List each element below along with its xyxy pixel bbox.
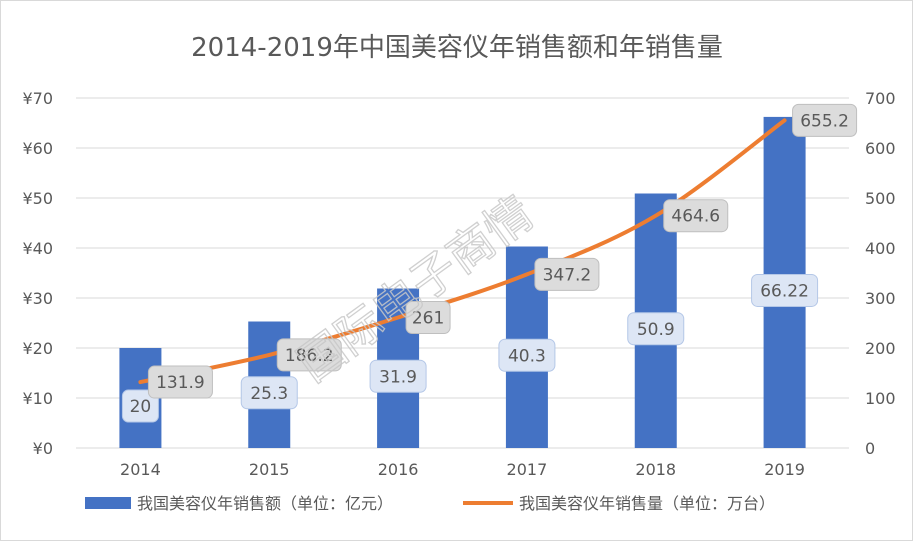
bar-data-label-box [121, 389, 159, 423]
y-right-tick-label: 300 [865, 289, 896, 308]
x-tick-label: 2014 [120, 460, 161, 479]
x-tick-label: 2018 [635, 460, 676, 479]
bar-data-labels: 20 25.3 31.9 40.3 50.9 66.22 [121, 273, 819, 423]
bar-data-label-box [627, 312, 685, 346]
bar-data-label: 50.9 [637, 320, 675, 340]
y-right-tick-label: 100 [865, 389, 896, 408]
line-data-label: 655.2 [800, 111, 849, 131]
y-left-tick-label: ¥70 [22, 89, 53, 108]
y-axis-right: 0 100 200 300 400 500 600 700 [865, 89, 896, 458]
legend-bar-label: 我国美容仪年销售额（单位：亿元） [137, 494, 393, 513]
chart-title: 2014-2019年中国美容仪年销售额和年销售量 [191, 33, 723, 63]
y-left-tick-label: ¥40 [22, 239, 53, 258]
y-right-tick-label: 400 [865, 239, 896, 258]
bar-data-label: 66.22 [760, 281, 809, 301]
y-left-tick-label: ¥60 [22, 139, 53, 158]
x-tick-label: 2016 [378, 460, 419, 479]
line-data-label: 186.2 [285, 346, 334, 366]
y-right-tick-label: 0 [865, 439, 875, 458]
y-right-tick-label: 500 [865, 189, 896, 208]
line-data-label: 347.2 [543, 265, 592, 285]
line-data-label-box [792, 103, 858, 137]
legend-bar-swatch [85, 497, 131, 509]
y-left-tick-label: ¥30 [22, 289, 53, 308]
bar-data-label: 20 [130, 397, 152, 417]
line-data-label: 464.6 [671, 207, 720, 227]
bar-data-label: 31.9 [379, 367, 417, 387]
x-axis: 2014 2015 2016 2017 2018 2019 [120, 460, 805, 479]
y-left-tick-label: ¥20 [22, 339, 53, 358]
line-data-labels: 131.9 186.2 261 347.2 464.6 655.2 [147, 103, 858, 399]
bar-data-label: 40.3 [508, 346, 546, 366]
legend-line-label: 我国美容仪年销售量（单位：万台） [519, 494, 775, 513]
y-left-tick-label: ¥50 [22, 189, 53, 208]
line-data-label-box [534, 257, 600, 291]
y-left-tick-label: ¥10 [22, 389, 53, 408]
y-left-tick-label: ¥0 [33, 439, 53, 458]
line-data-label: 261 [412, 309, 444, 329]
y-right-tick-label: 600 [865, 139, 896, 158]
x-tick-label: 2015 [249, 460, 290, 479]
line-data-label: 131.9 [156, 373, 205, 393]
bar-data-label-box [369, 359, 427, 393]
line-data-label-box [405, 301, 451, 334]
line-data-label-box [276, 338, 342, 372]
y-axis-left: ¥0 ¥10 ¥20 ¥30 ¥40 ¥50 ¥60 ¥70 [22, 89, 53, 458]
y-right-tick-label: 200 [865, 339, 896, 358]
x-tick-label: 2019 [764, 460, 805, 479]
bar-data-label-box [498, 338, 556, 372]
bar-data-label: 25.3 [250, 384, 288, 404]
bar-data-label-box [240, 376, 298, 410]
line-data-label-box [663, 199, 729, 233]
y-right-tick-label: 700 [865, 89, 896, 108]
bar-data-label-box [751, 273, 819, 307]
legend: 我国美容仪年销售额（单位：亿元） 我国美容仪年销售量（单位：万台） [85, 494, 775, 513]
x-tick-label: 2017 [507, 460, 548, 479]
line-data-label-box [147, 365, 213, 399]
